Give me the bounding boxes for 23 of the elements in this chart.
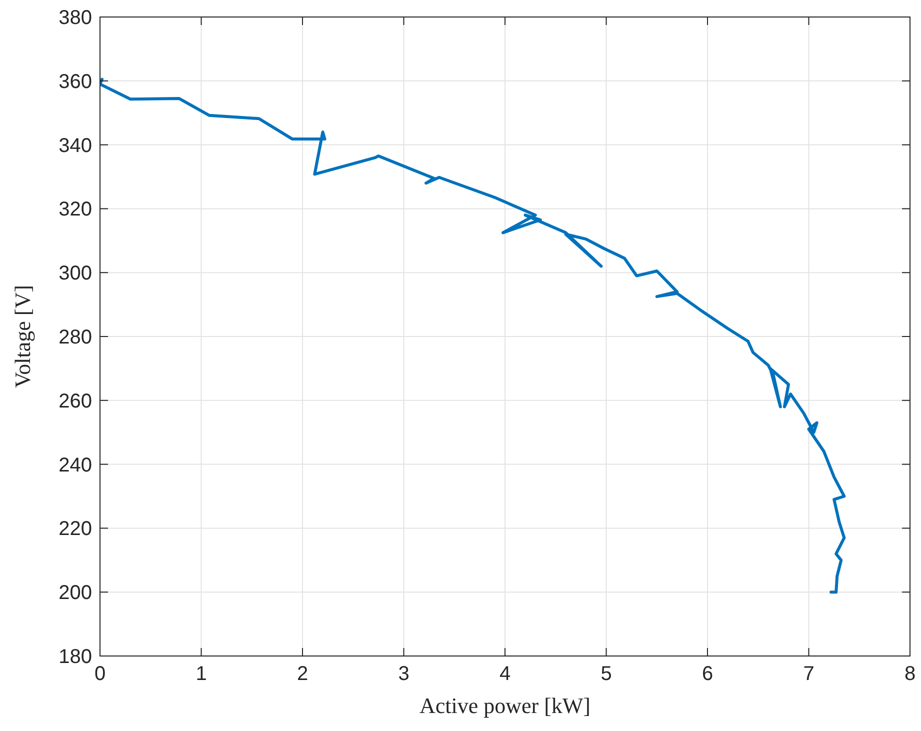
y-tick-label: 180 <box>58 646 92 668</box>
y-tick-label: 220 <box>58 518 92 540</box>
x-tick-label: 4 <box>499 663 511 685</box>
x-tick-label: 0 <box>94 663 106 685</box>
y-tick-label: 320 <box>58 198 92 221</box>
x-tick-label: 3 <box>398 663 410 685</box>
line-series <box>100 78 846 594</box>
x-tick-label: 5 <box>600 663 612 685</box>
x-tick-label: 6 <box>702 663 714 685</box>
x-axis-title: Active power [kW] <box>419 693 591 718</box>
y-tick-label: 360 <box>58 70 92 93</box>
x-tick-label: 1 <box>196 663 207 685</box>
y-axis-title: Voltage [V] <box>10 285 35 388</box>
y-tick-label: 200 <box>58 582 92 604</box>
y-tick-label: 380 <box>58 7 92 29</box>
x-tick-label: 8 <box>904 663 916 685</box>
x-tick-label: 2 <box>296 663 308 685</box>
y-tick-label: 260 <box>58 390 92 412</box>
y-tick-label: 240 <box>58 454 92 476</box>
y-tick-label: 340 <box>58 134 92 157</box>
y-tick-label: 280 <box>58 326 92 348</box>
y-tick-label: 300 <box>58 262 92 285</box>
x-tick-label: 7 <box>803 663 814 685</box>
